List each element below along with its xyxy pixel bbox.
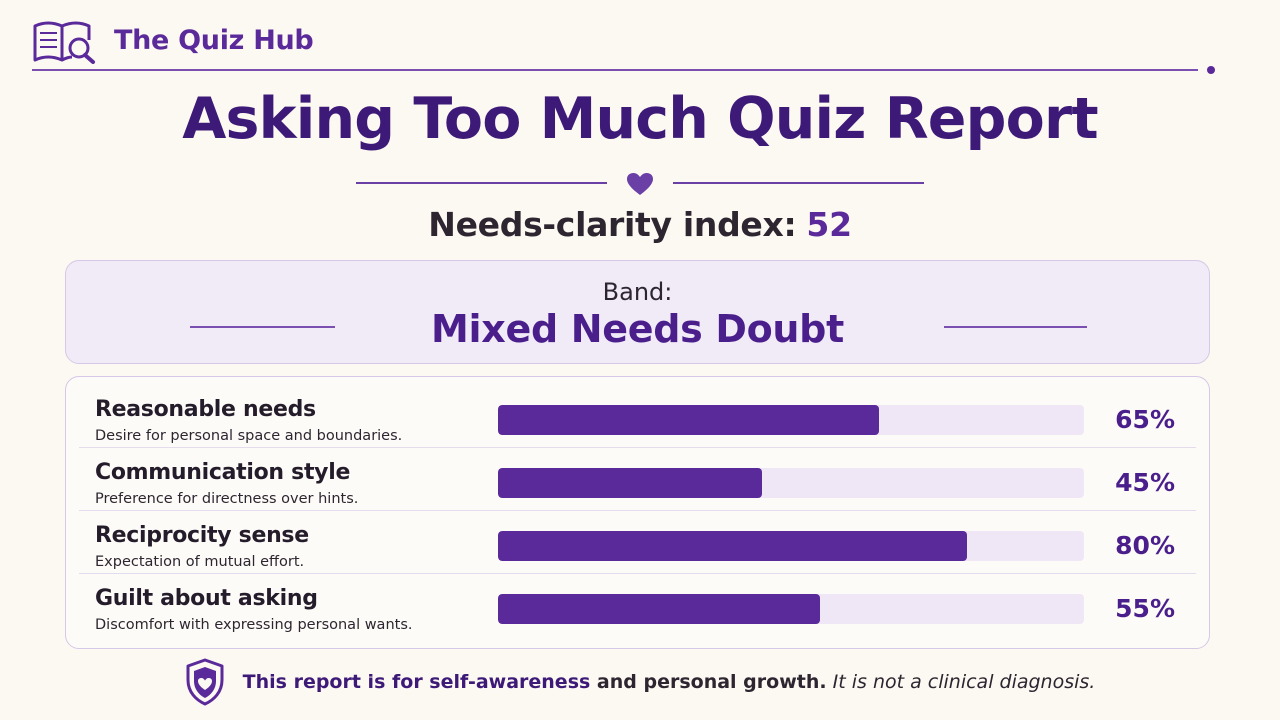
row-divider	[79, 510, 1196, 511]
title-divider-right	[673, 182, 924, 184]
metric-name: Guilt about asking	[95, 586, 318, 611]
disclaimer-text: This report is for self-awareness and pe…	[243, 671, 1096, 693]
index-label: Needs-clarity index:	[428, 205, 797, 244]
heart-icon	[626, 172, 654, 196]
metric-row: Guilt about asking Discomfort with expre…	[66, 574, 1209, 637]
shield-heart-icon	[185, 658, 225, 706]
page-title: Asking Too Much Quiz Report	[182, 86, 1098, 152]
metric-percent: 80%	[1115, 531, 1175, 560]
row-divider	[79, 573, 1196, 574]
row-divider	[79, 447, 1196, 448]
header-divider	[32, 69, 1198, 71]
title-divider-left	[356, 182, 607, 184]
metric-description: Discomfort with expressing personal want…	[95, 617, 413, 633]
metric-row: Reasonable needs Desire for personal spa…	[66, 385, 1209, 448]
disclaimer-part-2: and personal growth.	[590, 671, 827, 693]
metric-description: Preference for directness over hints.	[95, 491, 359, 507]
band-value: Mixed Needs Doubt	[431, 307, 844, 351]
disclaimer: This report is for self-awareness and pe…	[0, 656, 1280, 708]
metric-percent: 45%	[1115, 468, 1175, 497]
metric-bar-fill	[498, 405, 879, 435]
metric-bar-track	[498, 531, 1084, 561]
brand-name: The Quiz Hub	[114, 24, 314, 56]
metric-bar-fill	[498, 468, 762, 498]
metric-row: Communication style Preference for direc…	[66, 448, 1209, 511]
book-magnifier-icon	[32, 16, 98, 64]
band-label: Band:	[602, 278, 673, 306]
index-value: 52	[806, 205, 852, 244]
metric-name: Reasonable needs	[95, 397, 316, 422]
brand[interactable]: The Quiz Hub	[32, 16, 314, 64]
band-divider-right	[944, 326, 1087, 328]
metric-bar-track	[498, 468, 1084, 498]
header-divider-dot	[1207, 66, 1215, 74]
metric-percent: 55%	[1115, 594, 1175, 623]
metric-description: Expectation of mutual effort.	[95, 554, 305, 570]
metric-row: Reciprocity sense Expectation of mutual …	[66, 511, 1209, 574]
needs-clarity-index: Needs-clarity index: 52	[0, 205, 1280, 244]
metric-bar-track	[498, 594, 1084, 624]
disclaimer-part-1: This report is for self-awareness	[242, 671, 591, 693]
metric-name: Reciprocity sense	[95, 523, 309, 548]
metric-bar-fill	[498, 594, 821, 624]
metrics-card: Reasonable needs Desire for personal spa…	[65, 376, 1210, 649]
metric-bar-fill	[498, 531, 967, 561]
band-card: Band: Mixed Needs Doubt	[65, 260, 1210, 364]
metric-bar-track	[498, 405, 1084, 435]
disclaimer-part-3: It is not a clinical diagnosis.	[826, 671, 1096, 693]
band-divider-left	[190, 326, 335, 328]
metric-percent: 65%	[1115, 405, 1175, 434]
metric-description: Desire for personal space and boundaries…	[95, 428, 403, 444]
metric-name: Communication style	[95, 460, 351, 485]
